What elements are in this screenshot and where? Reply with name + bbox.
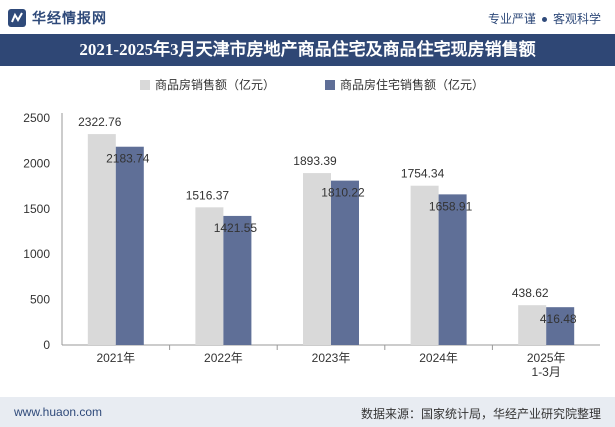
footer-url: www.huaon.com [14, 405, 103, 419]
bar-chart: 商品房销售额（亿元） 商品房住宅销售额（亿元） 0 500 1000 1500 2000 25… [23, 77, 600, 379]
legend-swatch-1 [140, 80, 150, 90]
footer-source: 数据来源：国家统计局，华经产业研究院整理 [360, 407, 601, 421]
bar-s2-5 [546, 307, 575, 345]
slogan-right: 客观科学 [552, 12, 601, 26]
slogan: 专业严谨 客观科学 [488, 10, 601, 27]
x-tick-label-1: 2021年 [96, 351, 135, 365]
footer: www.huaon.com 数据来源：国家统计局，华经产业研究院整理 [0, 397, 615, 427]
legend-label-1: 商品房销售额（亿元） [155, 77, 275, 92]
x-tick-label-4: 2024年 [419, 351, 458, 365]
slogan-dot-icon [541, 17, 547, 23]
bar-s1-5 [518, 305, 547, 345]
bar-s1-3 [303, 173, 331, 345]
bar-s2-2 [223, 215, 252, 345]
top-bar: 华经情报网 专业严谨 客观科学 [0, 0, 615, 34]
title-bar: 2021-2025年3月天津市房地产商品住宅及商品住宅现房销售额 [0, 34, 615, 66]
y-tick-label: 2500 [23, 111, 50, 125]
value-label-s1-1: 2322.76 [78, 115, 122, 129]
logo: 华经情报网 [8, 8, 107, 28]
value-label-s2-5: 416.48 [540, 312, 577, 326]
y-tick-label: 1500 [23, 202, 50, 216]
x-tick-label-5-line1: 2025年 [527, 351, 566, 365]
slogan-left: 专业严谨 [487, 12, 536, 26]
y-tick-label: 0 [43, 338, 50, 352]
y-tick-label: 1000 [23, 247, 50, 261]
value-label-s1-3: 1893.39 [293, 154, 337, 168]
logo-text: 华经情报网 [32, 10, 107, 26]
bar-s2-4 [438, 194, 467, 345]
y-tick-label: 2000 [23, 156, 50, 170]
bar-s1-4 [410, 185, 439, 345]
bar-s2-3 [331, 180, 359, 345]
value-label-s1-5: 438.62 [512, 286, 549, 300]
chart-title: 2021-2025年3月天津市房地产商品住宅及商品住宅现房销售额 [79, 40, 536, 59]
bar-s1-1 [87, 134, 116, 345]
y-tick-label: 500 [30, 293, 50, 307]
value-label-s2-4: 1658.91 [429, 199, 473, 213]
value-label-s1-2: 1516.37 [186, 188, 230, 202]
x-tick-label-5-line2: 1-3月 [532, 365, 561, 379]
value-label-s2-3: 1810.22 [321, 186, 365, 200]
bar-s2-1 [115, 146, 144, 345]
legend-label-2: 商品房住宅销售额（亿元） [340, 77, 484, 92]
legend-swatch-2 [325, 80, 335, 90]
value-label-s2-1: 2183.74 [106, 152, 150, 166]
x-tick-label-2: 2022年 [204, 351, 243, 365]
x-tick-label-3: 2023年 [312, 351, 351, 365]
value-label-s1-4: 1754.34 [401, 167, 445, 181]
bar-s1-2 [195, 207, 224, 345]
value-label-s2-2: 1421.55 [214, 221, 258, 235]
logo-icon [8, 9, 26, 27]
